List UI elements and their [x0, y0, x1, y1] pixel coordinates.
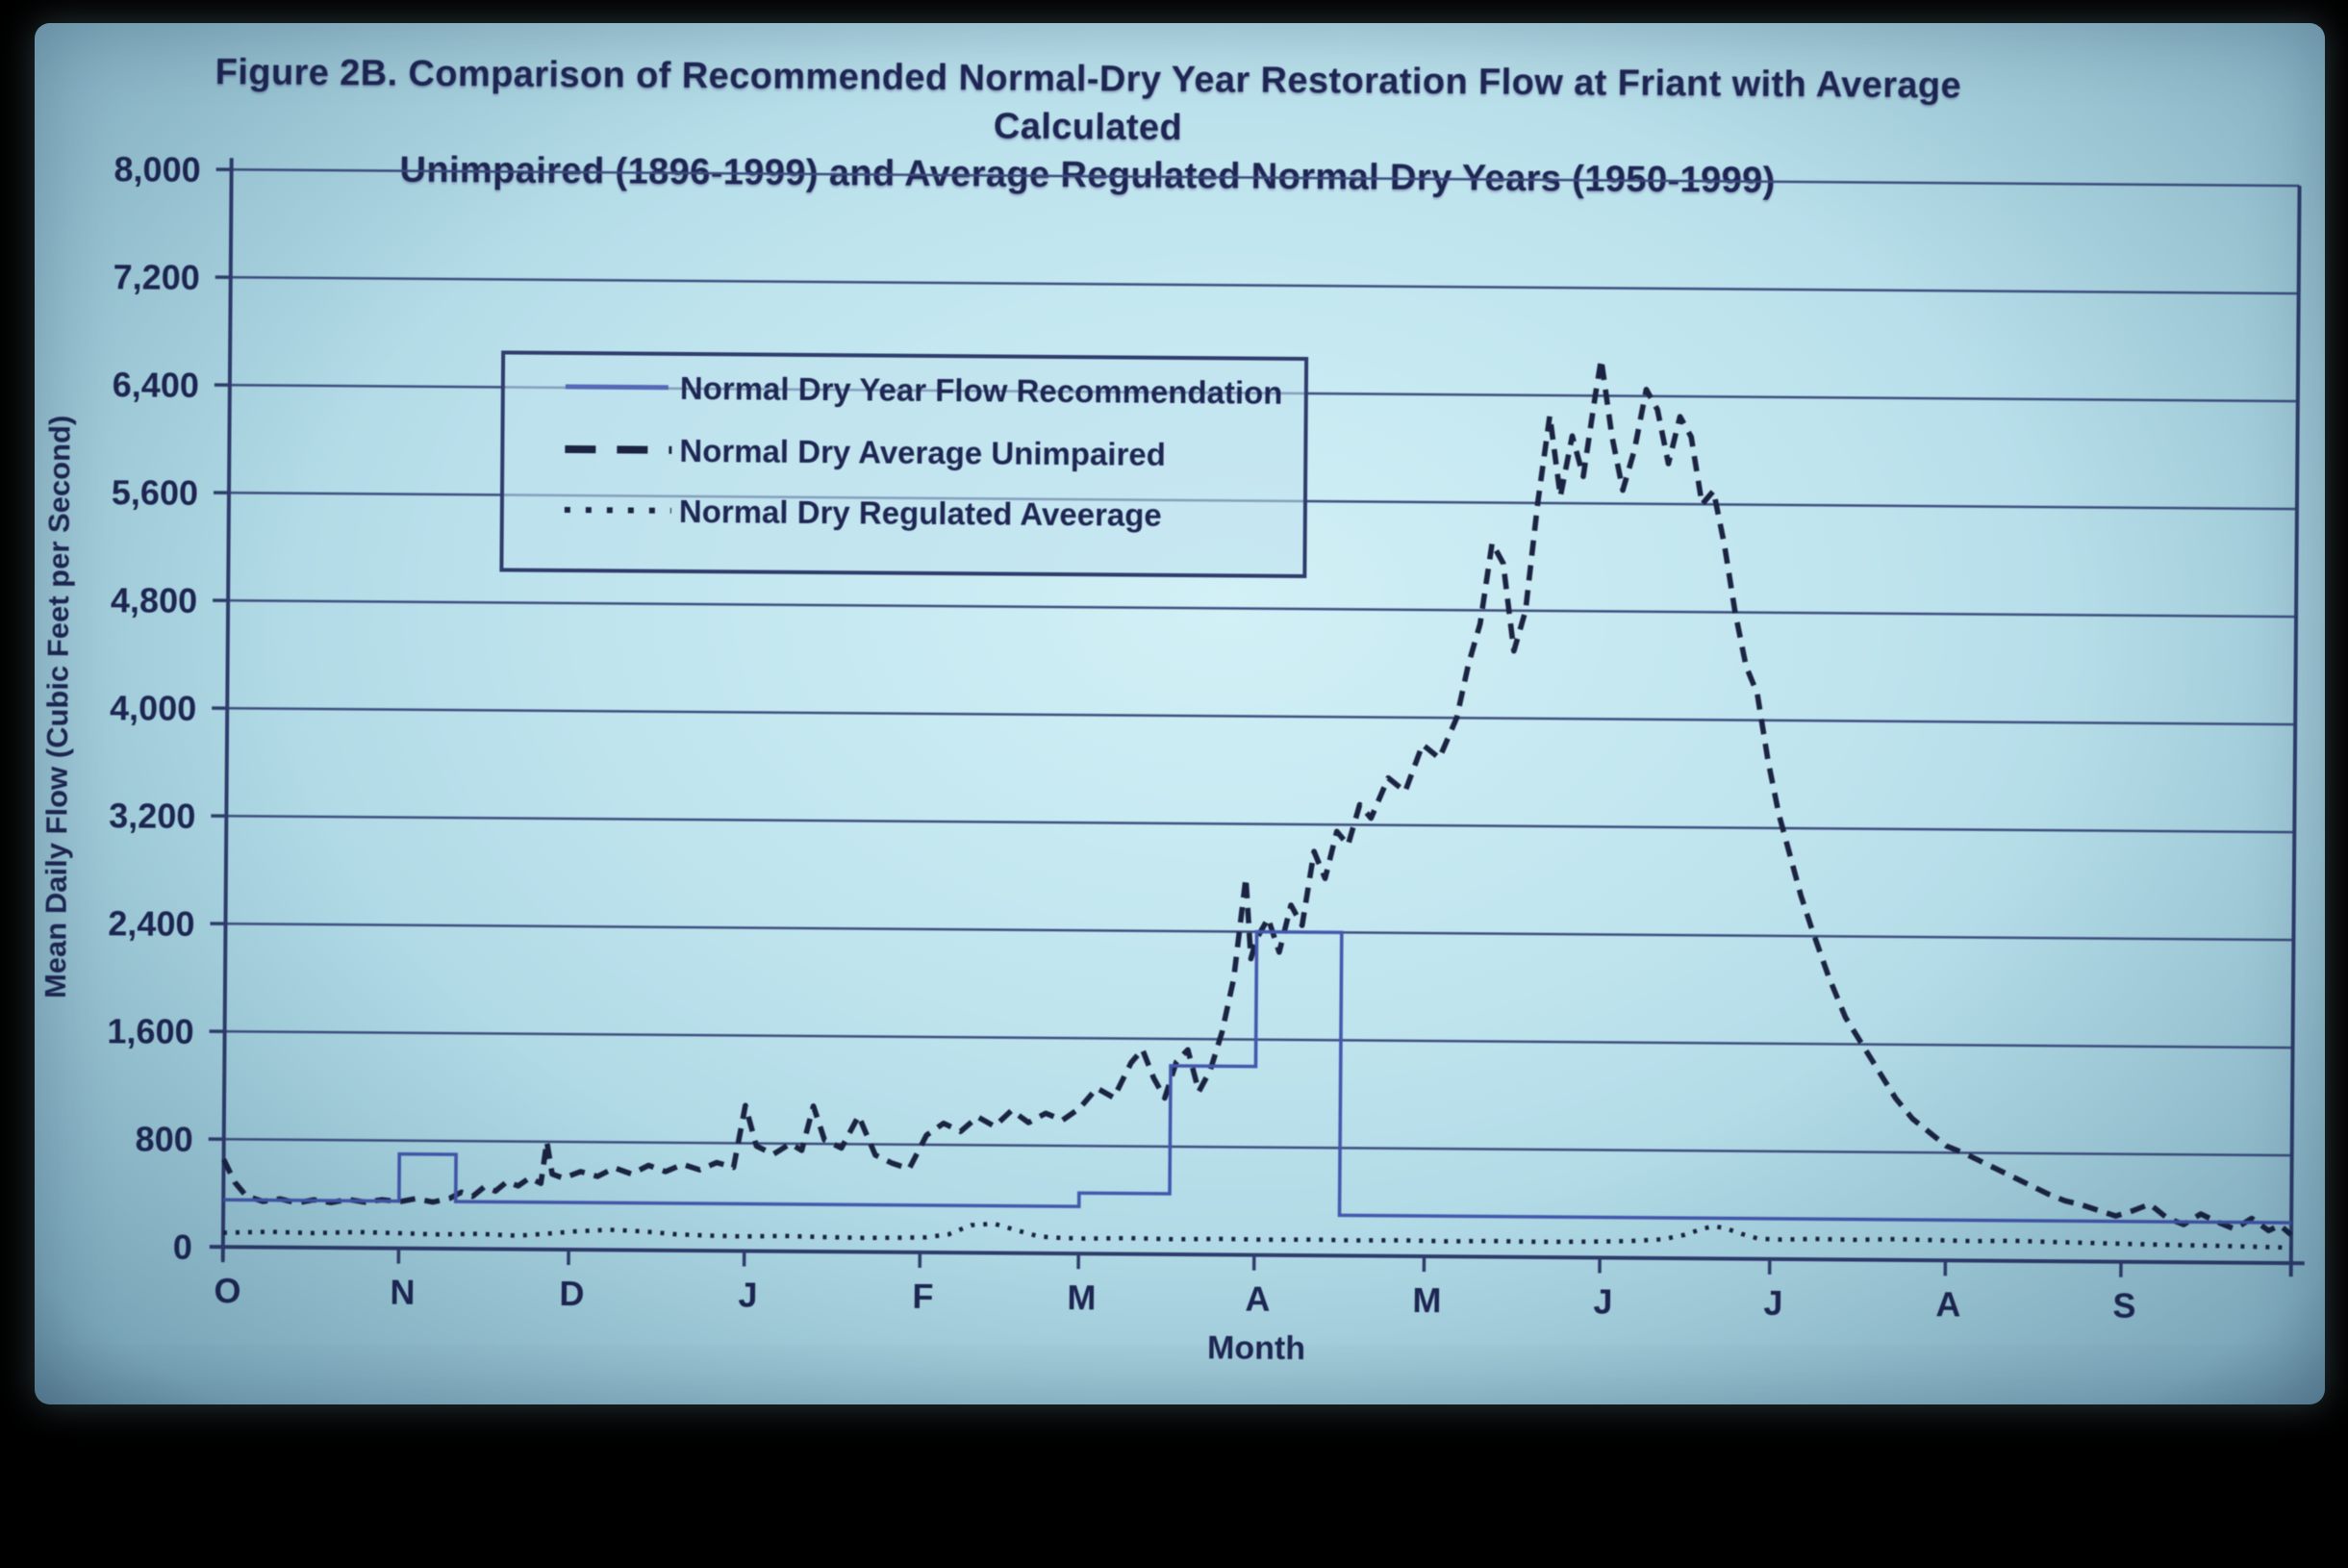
- flow-chart: 0 800 1,600 2,400 3,200 4,000 4,800 5,60…: [38, 149, 2305, 1367]
- x-tick-label: J: [1763, 1283, 1782, 1323]
- legend-label-recommendation: Normal Dry Year Flow Recommendation: [680, 370, 1283, 411]
- y-tick-labels: 0 800 1,600 2,400 3,200 4,000 4,800 5,60…: [107, 149, 200, 1267]
- x-tick-label: S: [2112, 1286, 2135, 1326]
- x-tick-marks: [220, 1247, 2123, 1277]
- x-tick-label: O: [214, 1271, 240, 1310]
- x-tick-label: M: [1412, 1280, 1441, 1320]
- x-tick-label: M: [1067, 1277, 1096, 1317]
- legend-sample-dotted: [564, 506, 671, 514]
- chart-panel: Figure 2B. Comparison of Recommended Nor…: [35, 23, 2325, 1404]
- x-tick-label: J: [1593, 1281, 1612, 1321]
- y-tick-label: 3,200: [109, 796, 195, 836]
- gridlines: [222, 167, 2300, 1265]
- y-tick-label: 4,000: [110, 688, 196, 728]
- y-tick-label: 6,400: [113, 365, 199, 405]
- legend: Normal Dry Year Flow Recommendation Norm…: [499, 350, 1309, 579]
- y-tick-label: 0: [173, 1227, 192, 1267]
- projector-screen: Figure 2B. Comparison of Recommended Nor…: [35, 23, 2325, 1404]
- y-axis-title: Mean Daily Flow (Cubic Feet per Second): [38, 416, 77, 999]
- series-recommendation-line: [223, 929, 2292, 1225]
- legend-label-regulated: Normal Dry Regulated Aveerage: [679, 493, 1162, 533]
- series-unimpaired-line: [221, 356, 2293, 1237]
- x-tick-label: F: [912, 1277, 933, 1316]
- y-tick-label: 800: [135, 1119, 192, 1158]
- y-tick-label: 7,200: [114, 257, 200, 297]
- x-axis-title: Month: [1207, 1329, 1305, 1367]
- plot-right-border: [2288, 186, 2302, 1277]
- y-tick-marks: [208, 167, 232, 1141]
- y-tick-label: 2,400: [108, 903, 194, 944]
- x-tick-label: N: [390, 1273, 415, 1312]
- x-tick-label: D: [559, 1274, 584, 1313]
- legend-box: [499, 350, 1309, 579]
- legend-sample-dashed: [565, 444, 672, 454]
- x-tick-labels: O N D J F M A M J J A S: [214, 1271, 2135, 1326]
- x-axis: [209, 1245, 2305, 1266]
- legend-label-unimpaired: Normal Dry Average Unimpaired: [679, 433, 1166, 472]
- y-tick-label: 8,000: [114, 149, 200, 190]
- x-tick-label: J: [738, 1275, 757, 1314]
- y-tick-label: 1,600: [107, 1011, 193, 1051]
- y-tick-label: 5,600: [112, 472, 198, 513]
- x-tick-label: A: [1245, 1279, 1270, 1319]
- legend-sample-solid: [565, 384, 669, 391]
- x-tick-label: A: [1935, 1284, 1960, 1324]
- y-tick-label: 4,800: [111, 580, 197, 620]
